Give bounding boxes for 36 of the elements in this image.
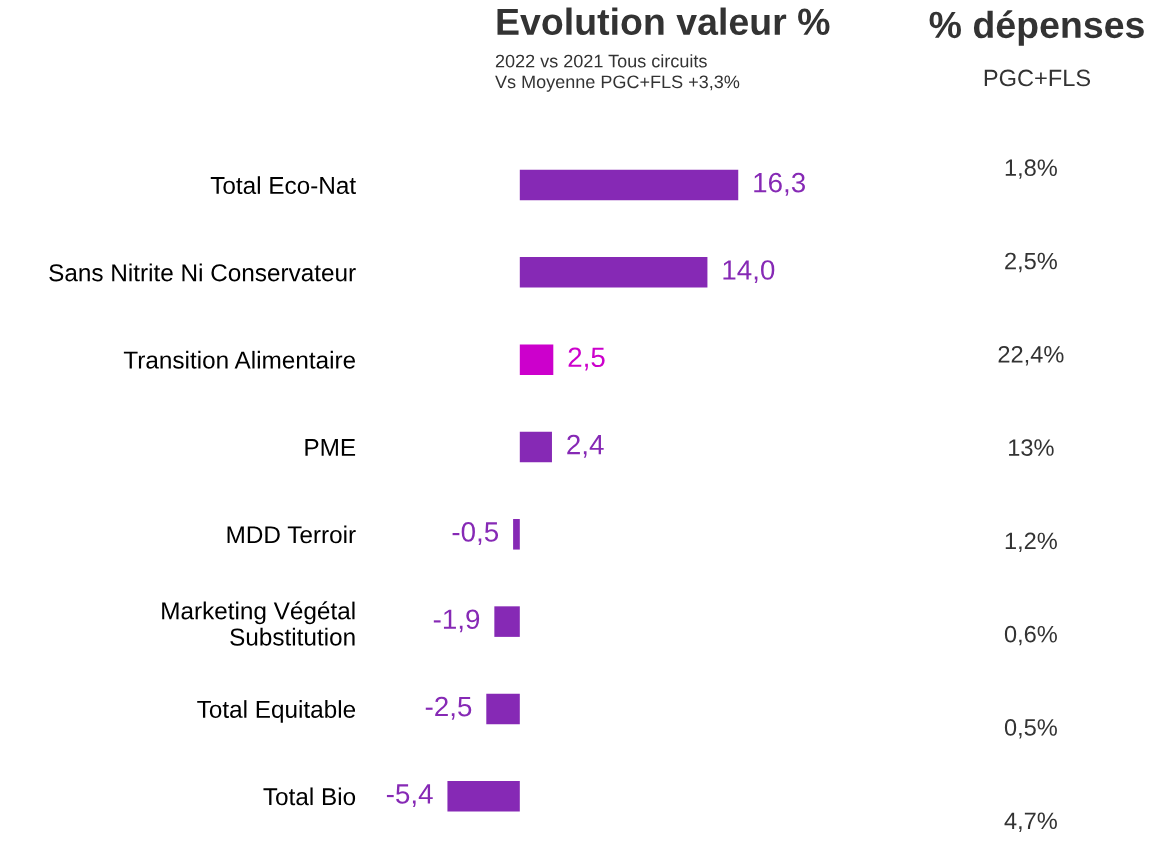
y-tick-label: Transition Alimentaire [123, 350, 356, 369]
text: 22,4% [998, 345, 1064, 366]
data-label: 2,5 [568, 347, 605, 371]
bar [519, 344, 554, 375]
y-tick-label: Sans Nitrite Ni Conservateur [49, 263, 356, 282]
data-label: -1,9 [433, 609, 480, 633]
data-label: 14,0 [723, 260, 775, 284]
data-label: -5,4 [386, 784, 433, 807]
data-label: 16,3 [754, 172, 805, 196]
bar [519, 431, 552, 463]
y-tick-label: MDD Terroir [227, 525, 356, 544]
data-label: -2,5 [425, 696, 472, 720]
text: 1,8% [1005, 159, 1057, 179]
data-label: 2,4 [567, 434, 604, 458]
text: 0,5% [1004, 719, 1057, 739]
y-tick-label: PME [305, 439, 356, 456]
text: % dépenses [929, 10, 1144, 46]
bar [447, 780, 520, 812]
bar [519, 257, 708, 288]
text: 2,5% [1005, 252, 1057, 273]
text: 0,6% [1004, 625, 1057, 646]
bar [519, 169, 739, 201]
y-tick-label: Total Bio [263, 787, 356, 806]
text: 1,2% [1005, 532, 1057, 553]
text: 4,7% [1004, 812, 1057, 832]
bar [486, 693, 520, 725]
y-tick-label: Total Eco-Nat [210, 176, 356, 195]
y-tick-label: Marketing Végétal Substitution [162, 601, 355, 646]
text: PGC+FLS [984, 69, 1091, 87]
bar [494, 606, 520, 637]
text: 13% [1009, 439, 1054, 456]
data-label: -0,5 [452, 522, 499, 546]
y-tick-label: Total Equitable [197, 700, 356, 723]
chart-title: Evolution valeur % [497, 7, 830, 36]
chart-subtitle: 2022 vs 2021 Tous circuits Vs Moyenne PGC+FLS +3,3% [495, 54, 740, 92]
bar [513, 519, 520, 550]
